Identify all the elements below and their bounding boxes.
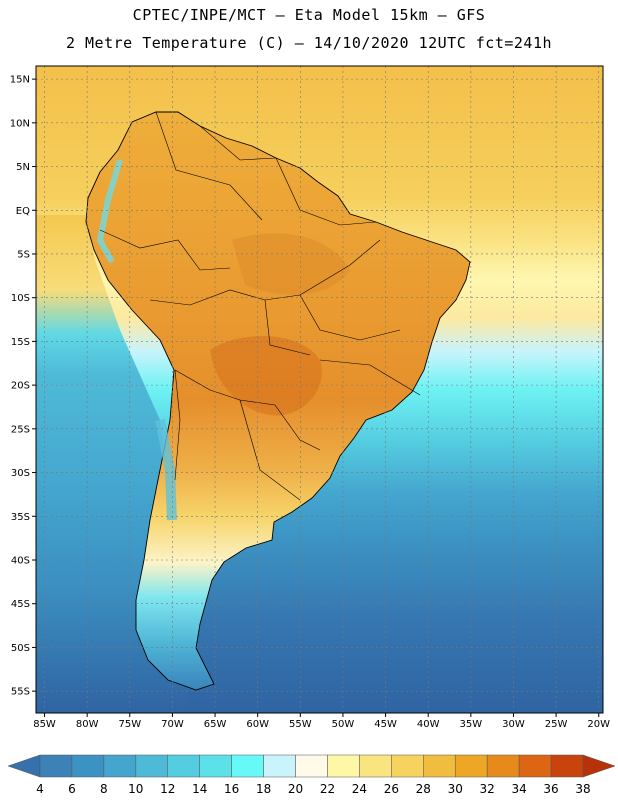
map-frame [35,65,604,714]
country-borders [99,111,421,501]
lat-tick-label: 45S [11,599,30,610]
longitude-axis: 85W 80W 75W 70W 65W 60W 55W 50W 45W 40W 35W 30W 25W 2… [33,713,610,730]
lat-tick-label: 25S [11,424,30,435]
chart-title-line1: CPTEC/INPE/MCT – Eta Model 15km – GFS [132,6,486,24]
lon-tick-label: 60W [246,719,269,730]
colorbar-label: 32 [480,782,495,796]
lat-tick-label: 15N [10,75,30,86]
colorbar-swatch [454,754,488,778]
colorbar-label: 30 [448,782,463,796]
colorbar-swatch [550,754,584,778]
colorbar-swatch [391,754,424,778]
colorbar-label: 24 [352,782,367,796]
colorbar-high-arrow [582,754,616,778]
lon-tick-label: 55W [289,719,312,730]
colorbar-label: 12 [160,782,175,796]
colorbar-label: 34 [511,782,526,796]
map-plot-area [36,66,603,713]
lon-tick-label: 25W [545,719,568,730]
chart-title-line2: 2 Metre Temperature (C) – 14/10/2020 12U… [65,34,553,52]
lat-tick-label: 20S [11,381,30,392]
lon-tick-label: 85W [33,719,56,730]
lon-tick-label: 45W [374,719,397,730]
colorbar-swatch [231,754,264,778]
colorbar-low-arrow [7,754,41,778]
colorbar-swatch [167,754,200,778]
colorbar-swatch [199,754,232,778]
lat-tick-label: 40S [11,555,30,566]
lat-tick-label: EQ [16,206,30,217]
warm-core [232,233,350,295]
colorbar-label: 8 [100,782,108,796]
colorbar-label: 6 [68,782,76,796]
colorbar-label: 16 [224,782,239,796]
lat-tick-label: 10N [10,118,30,129]
colorbar-label: 10 [128,782,143,796]
lon-tick-label: 35W [460,719,483,730]
colorbar-swatch [39,754,73,778]
colorbar-label: 26 [384,782,399,796]
lat-tick-label: 35S [11,512,30,523]
colorbar-swatch [518,754,552,778]
lat-tick-label: 30S [11,468,30,479]
colorbar-swatch [327,754,360,778]
colorbar-swatch [135,754,169,778]
lon-tick-label: 50W [332,719,355,730]
colorbar-swatch [263,754,296,778]
colorbar-swatch [103,754,137,778]
lon-tick-label: 80W [76,719,99,730]
lon-tick-label: 20W [587,719,610,730]
colorbar-label: 20 [288,782,303,796]
lat-tick-label: 15S [11,337,30,348]
andes-north [96,159,123,264]
colorbar-swatch [71,754,105,778]
colorbar-label: 14 [192,782,207,796]
colorbar-swatch [295,754,328,778]
colorbar-swatch [486,754,520,778]
latitude-axis: 15N 10N 5N EQ 5S 10S 15S 20S 25S 30S 35S 40S 45S 50S 5… [10,75,36,698]
colorbar: 4 6 8 10 12 14 16 18 20 22 24 26 28 30 32 34 36 38 [7,754,616,796]
colorbar-label: 28 [416,782,431,796]
lon-tick-label: 40W [417,719,440,730]
colorbar-label: 36 [543,782,558,796]
colorbar-label: 18 [256,782,271,796]
lat-tick-label: 55S [11,687,30,698]
hot-core [210,336,322,416]
andes-central [155,419,177,521]
lat-tick-label: 10S [11,293,30,304]
lon-tick-label: 70W [161,719,184,730]
lat-tick-label: 5S [17,249,30,260]
lat-tick-label: 50S [11,643,30,654]
colorbar-swatch [423,754,456,778]
colorbar-label: 4 [36,782,44,796]
lat-tick-label: 5N [16,162,30,173]
colorbar-label: 38 [575,782,590,796]
lon-tick-label: 30W [502,719,525,730]
lon-tick-label: 65W [204,719,227,730]
colorbar-swatch [359,754,392,778]
lon-tick-label: 75W [118,719,141,730]
colorbar-label: 22 [320,782,335,796]
